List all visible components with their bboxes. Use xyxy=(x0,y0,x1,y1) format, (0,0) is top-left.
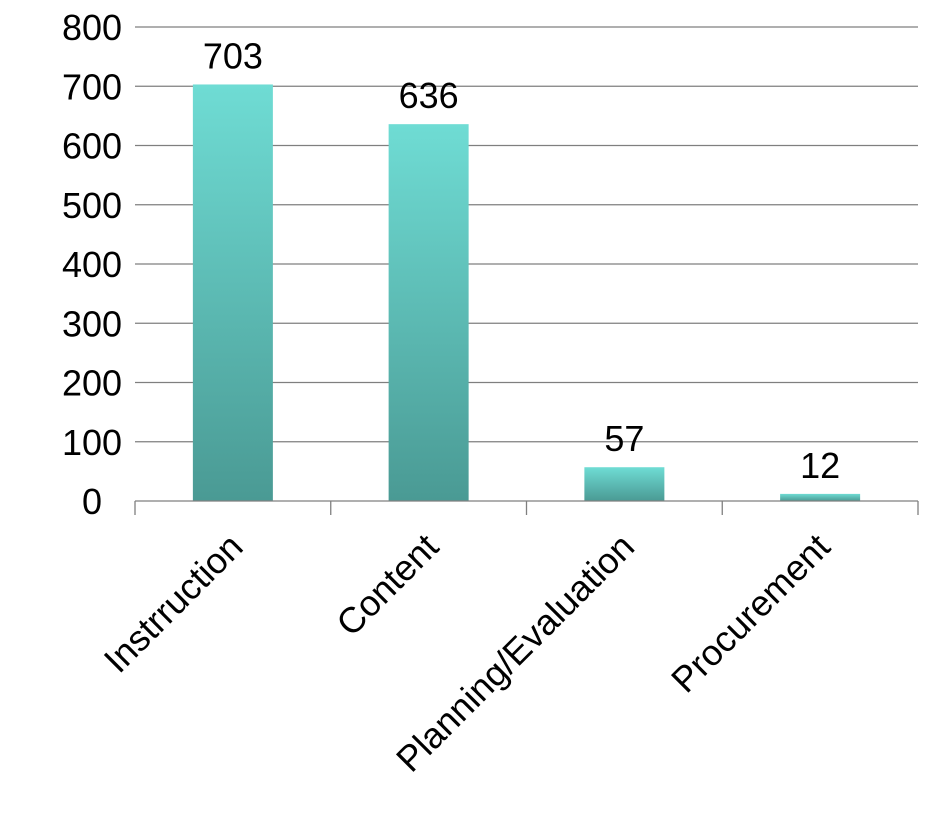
data-labels: 703 636 57 12 xyxy=(203,35,840,485)
data-label-instrruction: 703 xyxy=(203,35,263,76)
y-tick-label-0: 0 xyxy=(82,481,102,522)
y-tick-label-100: 100 xyxy=(62,422,122,463)
data-label-content: 636 xyxy=(399,75,459,116)
data-label-procurement: 12 xyxy=(800,445,840,486)
y-tick-label-400: 400 xyxy=(62,244,122,285)
y-tick-label-300: 300 xyxy=(62,303,122,344)
y-tick-label-600: 600 xyxy=(62,126,122,167)
bar-planning-evaluation xyxy=(584,467,665,501)
bar-procurement xyxy=(780,493,861,501)
y-tick-label-200: 200 xyxy=(62,363,122,404)
y-tick-label-800: 800 xyxy=(62,7,122,48)
y-tick-label-500: 500 xyxy=(62,185,122,226)
bar-content xyxy=(388,124,469,502)
x-tick-label-instrruction: Instrruction xyxy=(96,526,251,681)
y-tick-label-700: 700 xyxy=(62,66,122,107)
x-axis xyxy=(134,500,919,515)
x-tick-label-procurement: Procurement xyxy=(663,526,838,701)
bars xyxy=(192,84,861,502)
data-label-planning-evaluation: 57 xyxy=(604,418,644,459)
bar-instrruction xyxy=(192,84,273,501)
y-axis-tick-labels: 0 100 200 300 400 500 600 700 800 xyxy=(62,7,122,522)
x-tick-label-content: Content xyxy=(328,526,446,644)
